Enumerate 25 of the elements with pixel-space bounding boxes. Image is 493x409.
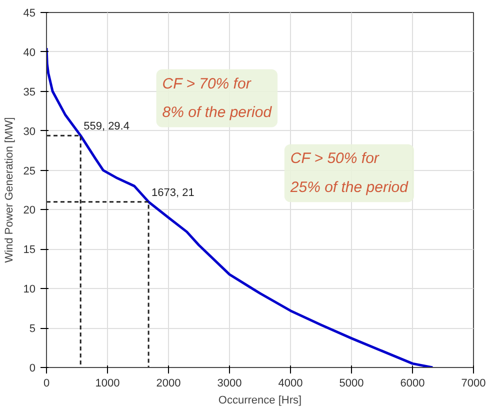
y-tick-label: 20 (23, 204, 36, 217)
x-tick-label: 3000 (217, 378, 242, 390)
annotation: CF > 70% for 8% of the period (162, 75, 272, 122)
y-tick-label: 5 (29, 323, 36, 336)
y-tick-label: 35 (23, 86, 36, 98)
y-tick-label: 10 (23, 284, 36, 296)
x-tick-label: 0 (43, 378, 50, 390)
y-tick-label: 15 (23, 244, 36, 256)
x-tick-label: 7000 (461, 378, 486, 390)
y-tick-label: 40 (23, 46, 36, 59)
y-tick-label: 30 (23, 126, 36, 138)
annotation: 559, 29.4 (84, 120, 130, 133)
y-tick-label: 45 (23, 8, 36, 20)
line-series (46, 46, 434, 368)
x-tick-label: 6000 (400, 378, 425, 390)
y-tick-label: 0 (29, 362, 36, 374)
x-tick-label: 5000 (339, 378, 364, 390)
annotation: CF > 50% for 25% of the period (289, 150, 409, 196)
x-tick-label: 2000 (156, 378, 181, 390)
x-axis-title: Occurrence [Hrs] (218, 394, 302, 406)
x-tick-label: 1000 (95, 378, 120, 390)
x-tick-label: 4000 (278, 378, 303, 390)
y-axis-title: Wind Power Generation [MW] (3, 117, 16, 263)
y-tick-label: 25 (23, 165, 36, 178)
annotation: 1673, 21 (152, 186, 194, 199)
